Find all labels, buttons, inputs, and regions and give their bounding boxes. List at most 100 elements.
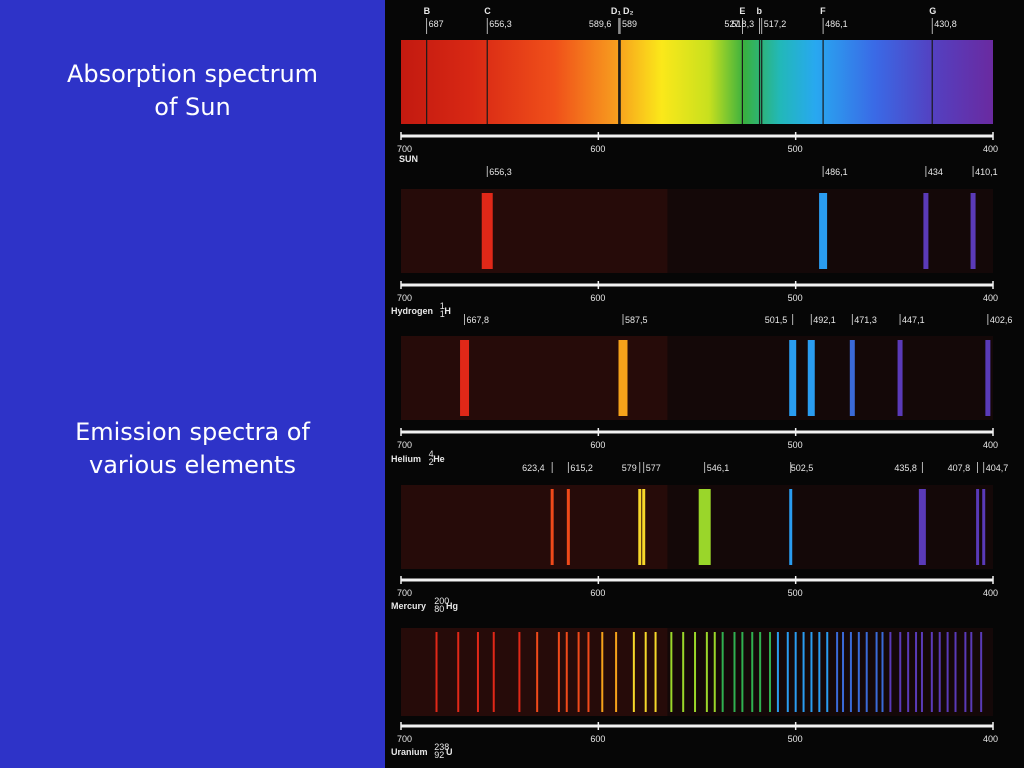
axis-tick-label: 600 — [590, 293, 605, 303]
emission-line — [897, 340, 903, 416]
wavelength-label: 492,1 — [813, 315, 836, 325]
emission-line — [918, 489, 926, 565]
mass-number: 238 — [434, 742, 449, 752]
emission-line — [713, 632, 716, 712]
emission-line — [759, 632, 762, 712]
absorption-title: Absorption spectrum of Sun — [0, 58, 385, 124]
absorption-title-line1: Absorption spectrum — [66, 60, 319, 88]
emission-line — [741, 632, 744, 712]
emission-line — [557, 632, 560, 712]
atomic-number: 92 — [434, 750, 444, 760]
emission-line — [721, 632, 724, 712]
emission-line — [476, 632, 479, 712]
wavelength-label: 486,1 — [825, 167, 848, 177]
wavelength-label: 407,8 — [948, 463, 971, 473]
emission-line — [618, 340, 628, 416]
emission-line — [865, 632, 868, 712]
wavelength-label: 435,8 — [894, 463, 917, 473]
emission-line — [435, 632, 438, 712]
fraunhofer-letter: D₂ — [623, 6, 634, 16]
axis-tick-label: 500 — [788, 734, 803, 744]
atomic-number: 1 — [440, 309, 445, 319]
emission-line — [638, 489, 642, 565]
emission-line — [954, 632, 957, 712]
axis-tick-label: 700 — [397, 734, 412, 744]
emission-line — [976, 489, 980, 565]
emission-line — [970, 193, 976, 269]
axis-tick-label: 500 — [788, 293, 803, 303]
wavelength-label: 527 — [724, 19, 739, 29]
emission-line — [842, 632, 845, 712]
emission-line — [881, 632, 884, 712]
emission-line — [915, 632, 918, 712]
emission-line — [769, 632, 772, 712]
element-name: Hydrogen — [391, 306, 433, 316]
atomic-number: 80 — [434, 604, 444, 614]
emission-line — [550, 489, 554, 565]
emission-line — [899, 632, 902, 712]
band-red-glow-3 — [401, 485, 668, 569]
axis-tick-label: 400 — [983, 293, 998, 303]
emission-line — [460, 340, 470, 416]
emission-line — [849, 340, 855, 416]
emission-line — [601, 632, 604, 712]
wavelength-label: 656,3 — [489, 167, 512, 177]
axis-tick-label: 600 — [590, 440, 605, 450]
axis-tick-label: 700 — [397, 588, 412, 598]
emission-line — [982, 489, 986, 565]
axis-tick-label: 600 — [590, 588, 605, 598]
element-symbol: Hg — [446, 601, 458, 611]
mass-number: 200 — [434, 596, 449, 606]
wavelength-label: 656,3 — [489, 19, 512, 29]
axis-tick-label: 400 — [983, 734, 998, 744]
emission-line — [566, 489, 570, 565]
emission-line — [938, 632, 941, 712]
element-name: Helium — [391, 454, 421, 464]
emission-line — [577, 632, 580, 712]
emission-line — [920, 632, 923, 712]
emission-line — [694, 632, 697, 712]
wavelength-label: 502,5 — [791, 463, 814, 473]
emission-line — [875, 632, 878, 712]
emission-line — [849, 632, 852, 712]
emission-line — [786, 632, 789, 712]
wavelength-label: 447,1 — [902, 315, 925, 325]
emission-line — [789, 340, 797, 416]
fraunhofer-letter: b — [757, 6, 763, 16]
emission-line — [565, 632, 568, 712]
emission-line — [518, 632, 521, 712]
wavelength-label: 434 — [928, 167, 943, 177]
emission-line — [889, 632, 892, 712]
emission-line — [789, 489, 793, 565]
emission-line — [810, 632, 813, 712]
emission-line — [802, 632, 805, 712]
emission-line — [670, 632, 673, 712]
emission-line — [836, 632, 839, 712]
wavelength-label: 518,3 — [732, 19, 755, 29]
axis-tick-label: 500 — [788, 440, 803, 450]
emission-line — [964, 632, 967, 712]
element-symbol: He — [433, 454, 445, 464]
emission-line — [776, 632, 779, 712]
wavelength-label: 410,1 — [975, 167, 998, 177]
emission-title: Emission spectra of various elements — [0, 416, 385, 482]
emission-line — [654, 632, 657, 712]
emission-title-line1: Emission spectra of — [75, 418, 310, 446]
wavelength-label: 579 — [622, 463, 637, 473]
wavelength-label: 615,2 — [570, 463, 593, 473]
emission-line — [457, 632, 460, 712]
emission-line — [907, 632, 910, 712]
axis-tick-label: 700 — [397, 293, 412, 303]
emission-line — [705, 632, 708, 712]
emission-line — [923, 193, 929, 269]
wavelength-label: 589 — [622, 19, 637, 29]
axis-tick-label: 700 — [397, 144, 412, 154]
fraunhofer-letter: C — [484, 6, 491, 16]
axis-tick-label: 400 — [983, 144, 998, 154]
wavelength-label: 687 — [429, 19, 444, 29]
wavelength-label: 577 — [646, 463, 661, 473]
wavelength-label: 587,5 — [625, 315, 648, 325]
emission-line — [615, 632, 618, 712]
fraunhofer-letter: E — [739, 6, 745, 16]
